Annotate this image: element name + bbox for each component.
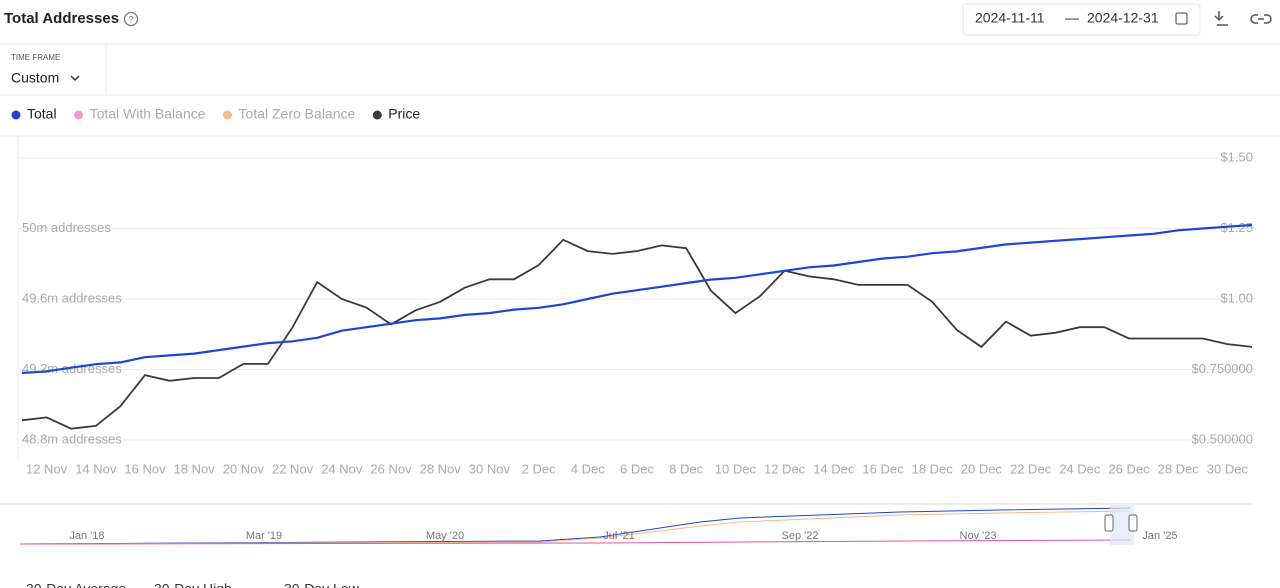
link-icon[interactable] (1250, 14, 1272, 24)
y2-tick-label: $0.500000 (1192, 431, 1253, 446)
x-tick-label: 20 Dec (961, 461, 1003, 476)
x-tick-label: 4 Dec (571, 461, 605, 476)
dropdown-icon[interactable] (70, 75, 80, 82)
navigator-label: Mar '19 (246, 530, 282, 542)
date-from[interactable]: 2024-11-11 (975, 10, 1045, 26)
navigator-label: Jan '25 (1142, 530, 1177, 542)
timeframe-value[interactable]: Custom (11, 70, 59, 86)
x-tick-label: 14 Nov (75, 461, 117, 476)
y-tick-label: 48.8m addresses (22, 431, 122, 446)
footer-item[interactable]: 30-Day High (154, 581, 232, 588)
x-tick-label: 12 Dec (764, 461, 806, 476)
navigator-label: Jan '18 (69, 530, 104, 542)
line (21, 238, 1253, 430)
date-separator: — (1065, 10, 1079, 26)
y-tick-label: 50m addresses (22, 220, 111, 235)
x-tick-label: 28 Nov (420, 461, 462, 476)
legend-label[interactable]: Total (27, 106, 57, 122)
legend-label[interactable]: Total Zero Balance (239, 106, 356, 122)
navigator-line (19, 507, 1131, 545)
x-tick-label: 14 Dec (813, 461, 855, 476)
timeframe-label: TIME FRAME (11, 53, 60, 62)
legend-marker[interactable] (223, 110, 233, 120)
x-tick-label: 30 Dec (1207, 461, 1249, 476)
x-tick-label: 24 Nov (321, 461, 363, 476)
x-tick-label: 16 Nov (124, 461, 166, 476)
legend-marker[interactable] (74, 110, 84, 120)
x-tick-label: 24 Dec (1059, 461, 1101, 476)
navigator-label: Jul '21 (603, 530, 634, 542)
title: Total Addresses (4, 10, 119, 27)
y2-tick-label: $1.50 (1220, 149, 1253, 164)
x-tick-label: 8 Dec (669, 461, 703, 476)
x-tick-label: 16 Dec (862, 461, 904, 476)
navigator-line (19, 510, 1131, 545)
navigator-label: Nov '23 (960, 530, 997, 542)
y2-tick-label: $0.750000 (1192, 361, 1253, 376)
x-tick-label: 18 Nov (174, 461, 216, 476)
navigator-line (19, 539, 1131, 545)
x-tick-label: 28 Dec (1158, 461, 1200, 476)
footer-item[interactable]: 30-Day Low (284, 581, 360, 588)
legend-marker[interactable] (11, 110, 21, 120)
navigator-handle[interactable] (1128, 514, 1138, 532)
y2-tick-label: $1.00 (1220, 290, 1253, 305)
footer-item[interactable]: 30-Day Average (26, 581, 126, 588)
help-icon[interactable] (123, 11, 139, 27)
navigator-label: May '20 (426, 530, 464, 542)
legend-label[interactable]: Price (388, 106, 420, 122)
x-tick-label: 20 Nov (223, 461, 265, 476)
legend-marker[interactable] (372, 110, 382, 120)
x-tick-label: 2 Dec (522, 461, 556, 476)
x-tick-label: 6 Dec (620, 461, 654, 476)
y-tick-label: 49.6m addresses (22, 290, 122, 305)
navigator-label: Sep '22 (782, 530, 819, 542)
legend-label[interactable]: Total With Balance (90, 106, 206, 122)
line (21, 223, 1253, 375)
x-tick-label: 22 Dec (1010, 461, 1052, 476)
download-icon[interactable] (1214, 11, 1228, 26)
date-range[interactable] (962, 3, 1201, 36)
x-tick-label: 18 Dec (912, 461, 954, 476)
x-tick-label: 30 Nov (469, 461, 511, 476)
x-tick-label: 10 Dec (715, 461, 757, 476)
x-tick-label: 22 Nov (272, 461, 314, 476)
y2-tick-label: $1.25 (1220, 220, 1253, 235)
x-tick-label: 26 Dec (1108, 461, 1150, 476)
calendar-icon[interactable] (1175, 12, 1188, 25)
help-mark: ? (128, 14, 133, 24)
x-tick-label: 26 Nov (370, 461, 412, 476)
date-to[interactable]: 2024-12-31 (1087, 10, 1159, 26)
navigator-handle[interactable] (1104, 514, 1114, 532)
x-tick-label: 12 Nov (26, 461, 68, 476)
